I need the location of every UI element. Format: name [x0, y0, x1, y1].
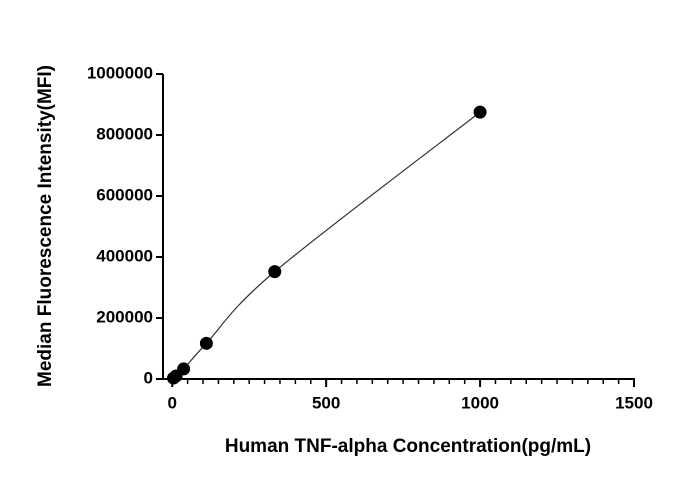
y-tick-label: 800000: [96, 124, 153, 143]
data-point: [199, 336, 213, 350]
y-tick-label: 200000: [96, 307, 153, 326]
x-tick-label: 1000: [461, 393, 499, 412]
x-tick-label: 1500: [615, 393, 653, 412]
x-axis-label: Human TNF-alpha Concentration(pg/mL): [225, 436, 591, 457]
y-axis-label: Median Fluorescence Intensity(MFI): [35, 65, 56, 387]
x-tick-label: 500: [312, 393, 340, 412]
y-tick-label: 400000: [96, 246, 153, 265]
y-tick-label: 600000: [96, 185, 153, 204]
y-tick-label: 0: [144, 368, 153, 387]
fit-line: [173, 111, 481, 379]
x-tick-label: 0: [168, 393, 177, 412]
data-point: [177, 362, 191, 376]
data-point: [473, 105, 487, 119]
data-point: [268, 265, 282, 279]
y-tick-label: 1000000: [87, 63, 153, 82]
